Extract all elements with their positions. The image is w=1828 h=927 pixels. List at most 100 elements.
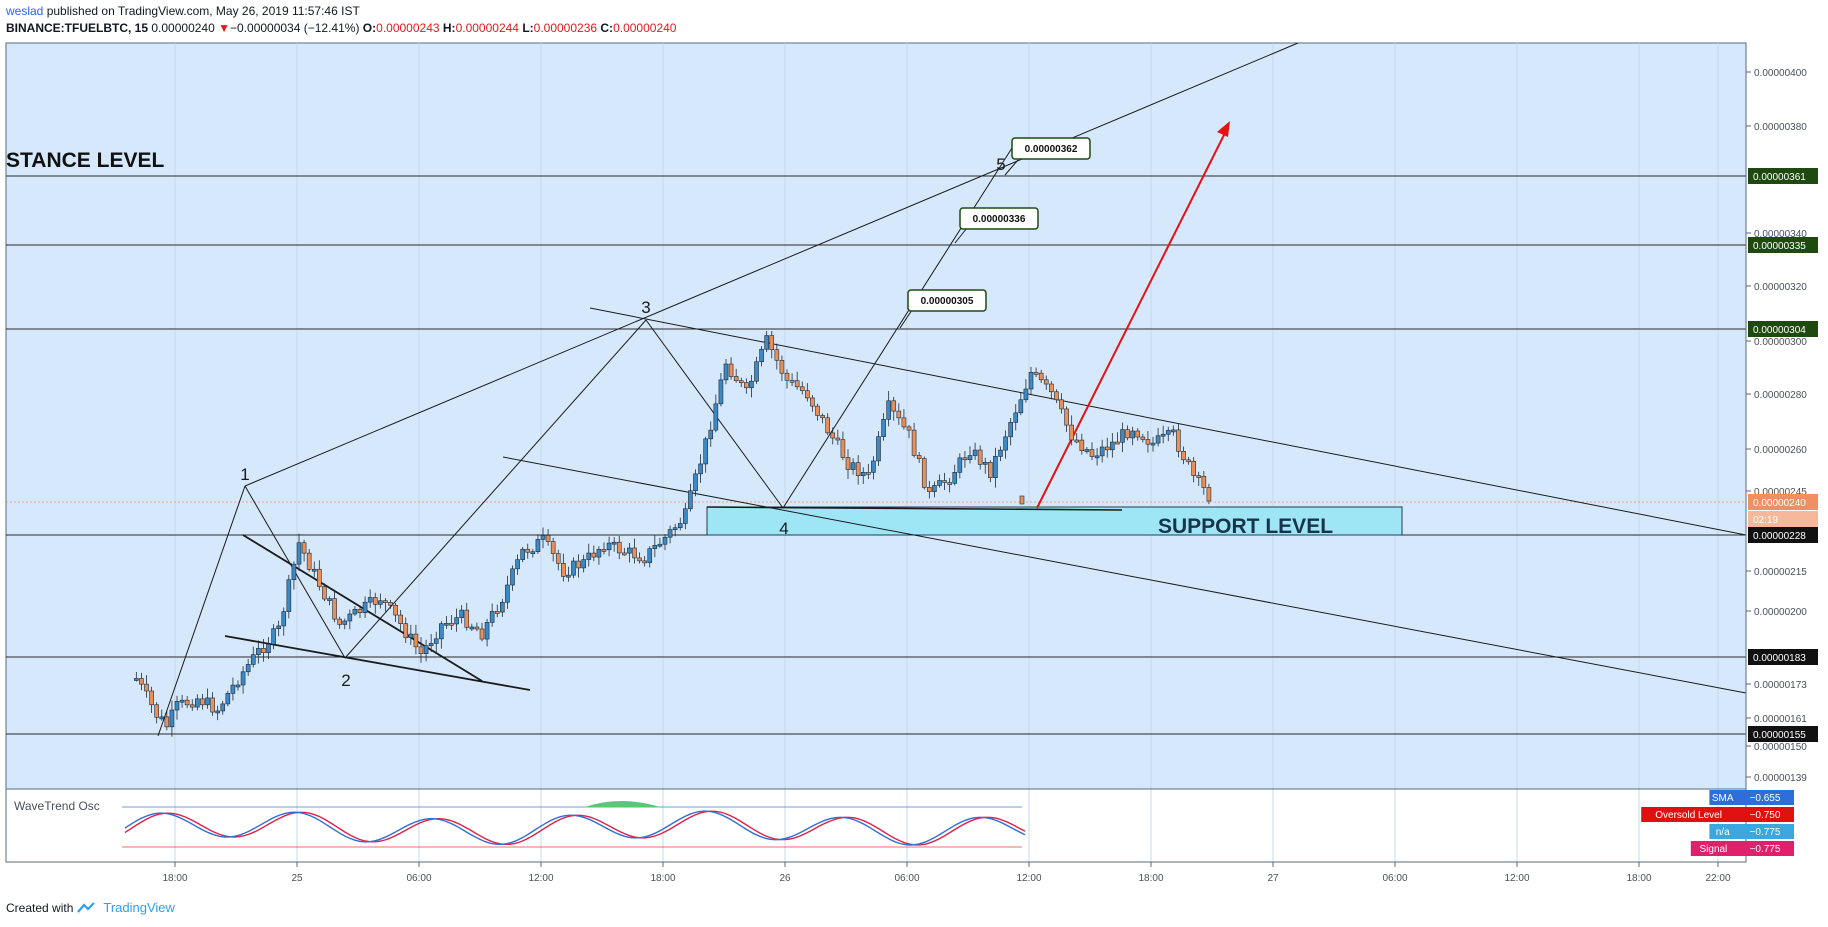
candle-body-91 <box>596 549 602 558</box>
tradingview-brand[interactable]: TradingView <box>103 900 175 915</box>
candle-body-66 <box>469 626 475 630</box>
candle-body-188 <box>1089 449 1095 457</box>
candle-body-6 <box>164 716 170 728</box>
candle-body-49 <box>383 600 388 604</box>
legend-label-3: Signal <box>1699 844 1727 855</box>
candle-body-166 <box>977 449 983 465</box>
x-tick-label-4: 18:00 <box>650 873 675 884</box>
candle-body-121 <box>749 380 754 389</box>
wt-overbought-fill <box>585 801 660 807</box>
y-tick-label-0: 0.00000400 <box>1754 68 1807 79</box>
low-value: 0.00000236 <box>533 21 598 35</box>
candle-body-126 <box>774 349 780 361</box>
x-tick-label-3: 12:00 <box>528 873 553 884</box>
resistance-level-text: STANCE LEVEL <box>6 149 164 172</box>
candle-body-155 <box>921 458 927 488</box>
candle-body-45 <box>362 601 368 614</box>
close-value: 0.00000240 <box>613 21 677 35</box>
y-tick-label-12: 0.00000150 <box>1754 742 1807 753</box>
candle-body-159 <box>942 480 947 483</box>
candle-body-175 <box>1023 388 1029 401</box>
candle-body-176 <box>1028 372 1034 390</box>
candle-body-119 <box>738 380 744 383</box>
candle-body-20 <box>235 684 241 688</box>
legend-value-bg-1 <box>1736 807 1794 822</box>
candle-body-157 <box>932 485 937 492</box>
price-tag-0: 0.00000361 <box>1753 172 1806 183</box>
candle-body-137 <box>830 432 836 439</box>
candle-body-202 <box>1160 433 1166 437</box>
candle-body-143 <box>860 471 866 476</box>
low-label: L: <box>522 21 534 35</box>
candle-body-28 <box>276 625 281 629</box>
candle-body-50 <box>388 602 393 606</box>
x-tick-label-2: 06:00 <box>406 873 431 884</box>
candle-body-158 <box>937 480 942 486</box>
published-text: published on TradingView.com, May 26, 20… <box>43 4 360 18</box>
candle-body-130 <box>794 380 800 388</box>
x-tick-label-12: 18:00 <box>1626 873 1651 884</box>
candle-body-101 <box>647 548 653 563</box>
high-value: 0.00000244 <box>455 21 519 35</box>
indicator-legend: SMA −0.655 Oversold Level −0.750 n/a −0.775 Si… <box>1641 790 1794 856</box>
x-tick-label-5: 26 <box>779 873 791 884</box>
y-tick-label-9: 0.00000200 <box>1754 607 1807 618</box>
candle-body-132 <box>805 390 810 399</box>
candle-body-23 <box>250 654 256 665</box>
target-box-2 <box>1011 137 1091 160</box>
candle-body-167 <box>982 461 988 465</box>
symbol-line: BINANCE:TFUELBTC, 15 0.00000240 ▼−0.0000… <box>6 21 676 36</box>
candle-body-26 <box>266 643 271 654</box>
candle-body-120 <box>744 382 749 389</box>
candle-body-34 <box>306 552 312 570</box>
candle-body-90 <box>591 552 597 558</box>
candle-body-44 <box>357 608 363 614</box>
author-link[interactable]: weslad <box>6 4 44 18</box>
candle-body-206 <box>1181 451 1186 461</box>
trend-line-12 <box>954 227 968 244</box>
high-label: H: <box>442 21 456 35</box>
candle-body-55 <box>413 633 419 648</box>
candles <box>134 330 1212 737</box>
candle-body-128 <box>784 372 790 381</box>
candle-body-96 <box>622 552 627 556</box>
candle-body-140 <box>845 457 851 470</box>
time-axis: 18:00 25 06:00 12:00 18:00 26 06:00 12:00 18:00 2… <box>162 862 1731 884</box>
candle-body-16 <box>215 710 220 714</box>
price-tag-bg-4 <box>1748 511 1818 527</box>
legend-label-1: Oversold Level <box>1655 810 1722 821</box>
candle-body-71 <box>494 611 500 614</box>
candle-body-47 <box>372 597 378 605</box>
y-tick-label-5: 0.00000280 <box>1754 390 1807 401</box>
candle-body-93 <box>606 542 612 551</box>
candle-body-162 <box>957 457 963 473</box>
candle-body-203 <box>1165 430 1171 435</box>
candle-body-25 <box>261 648 266 654</box>
candle-body-186 <box>1079 439 1085 451</box>
candle-body-191 <box>1104 446 1110 451</box>
candle-body-118 <box>733 376 739 381</box>
publish-line: weslad published on TradingView.com, May… <box>6 4 360 19</box>
candle-body-68 <box>479 628 485 640</box>
candle-body-78 <box>530 551 536 554</box>
candle-body-98 <box>632 547 637 559</box>
candle-body-7 <box>169 709 175 728</box>
target-label-0: 0.00000305 <box>921 296 974 307</box>
price-tag-bg-3 <box>1748 494 1818 510</box>
grid-lines <box>174 43 1719 862</box>
price-tag-bg-5 <box>1748 527 1818 543</box>
wave-label-5: 5 <box>996 155 1005 174</box>
candle-body-174 <box>1018 399 1024 414</box>
candle-body-52 <box>398 614 403 624</box>
trend-line-13 <box>1004 159 1019 176</box>
projection-arrow <box>1036 126 1229 509</box>
candle-body-last <box>1019 495 1025 505</box>
candle-body-182 <box>1059 399 1064 410</box>
candle-body-114 <box>713 403 719 431</box>
price-tag-1: 0.00000335 <box>1753 241 1806 252</box>
candle-body-22 <box>245 664 251 673</box>
candle-body-150 <box>896 410 902 419</box>
candle-body-109 <box>688 490 693 510</box>
candle-body-51 <box>393 604 398 616</box>
